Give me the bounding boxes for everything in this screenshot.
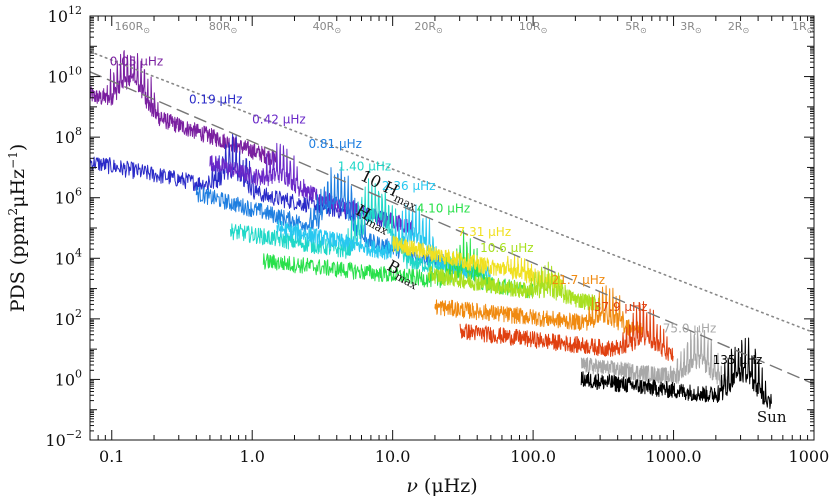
- y-tick-label: 102: [55, 307, 82, 329]
- x-tick-label: 100.0: [510, 447, 556, 466]
- axes-group: 0.1 1.0 10.0 100.0 1000.0 10000 10−2 100 102 104 1…: [6, 4, 829, 497]
- y-tick-label: 100: [55, 367, 82, 389]
- series-curve-37-9-hz: [459, 301, 674, 362]
- y-tick-label: 104: [55, 246, 82, 268]
- y-tick-label: 1010: [48, 65, 82, 87]
- x-axis-title: ν (μHz): [406, 475, 477, 497]
- series-curve-0-05-hz: [90, 50, 278, 166]
- series-curve-21-7-hz: [434, 285, 643, 337]
- x-tick-label: 1.0: [239, 447, 264, 466]
- top-radius-label: 80R⊙: [209, 20, 237, 35]
- series-label-7-31-hz: 7.31 μHz: [458, 225, 512, 239]
- series-label-2-36-hz: 2.36 μHz: [382, 179, 436, 193]
- series-label-37-9-hz: 37.9 μHz: [594, 300, 648, 314]
- series-label-0-42-hz: 0.42 μHz: [252, 113, 306, 127]
- envelope-lines-group: [90, 50, 814, 385]
- top-radius-label: 160R⊙: [115, 20, 150, 35]
- series-label-4-10-hz: 4.10 μHz: [417, 202, 471, 216]
- y-tick-label: 1012: [48, 4, 82, 26]
- envelope-line-h-max: [90, 71, 814, 385]
- top-radius-label: 20R⊙: [414, 20, 442, 35]
- series-label-0-19-hz: 0.19 μHz: [189, 92, 243, 106]
- series-label-10-6-hz: 10.6 μHz: [480, 241, 534, 255]
- y-axis-title: PDS (ppm2μHz−1): [6, 144, 29, 313]
- series-label-0-81-hz: 0.81 μHz: [308, 137, 362, 151]
- top-radius-label: 3R⊙: [680, 20, 701, 35]
- top-radius-label: 10R⊙: [519, 20, 547, 35]
- x-tick-label: 10000: [789, 447, 829, 466]
- series-label-75-0-hz: 75.0 μHz: [663, 322, 717, 336]
- top-radius-label: 5R⊙: [625, 20, 646, 35]
- x-tick-label: 10.0: [375, 447, 411, 466]
- series-curve-2-36-hz: [276, 204, 492, 280]
- top-radius-label: 2R⊙: [728, 20, 749, 35]
- series-curve-135-hz: [580, 337, 773, 410]
- annotation-labels-group: 160R⊙ 80R⊙ 40R⊙ 20R⊙ 10R⊙ 5R⊙ 3R⊙ 2R⊙ 1R⊙ 0.05 μH…: [110, 20, 814, 426]
- series-label-0-05-hz: 0.05 μHz: [110, 55, 164, 69]
- x-tick-label: 1000.0: [646, 447, 702, 466]
- y-tick-label: 106: [55, 186, 82, 208]
- y-tick-label: 10−2: [45, 428, 82, 450]
- y-tick-label: 108: [55, 125, 82, 147]
- top-radius-label: 40R⊙: [313, 20, 341, 35]
- top-radius-label: 1R⊙: [792, 20, 813, 35]
- series-curve-10-6-hz: [428, 261, 601, 312]
- series-curve-0-81-hz: [195, 166, 461, 276]
- sun-label: Sun: [757, 408, 787, 426]
- series-curves-group: [90, 50, 773, 410]
- series-label-135-hz: 135 μHz: [713, 353, 763, 367]
- series-curve-75-0-hz: [580, 327, 730, 392]
- series-curve-7-31-hz: [392, 235, 563, 292]
- series-curve-1-40-hz: [229, 178, 478, 281]
- series-label-21-7-hz: 21.7 μHz: [552, 273, 606, 287]
- x-tick-label: 0.1: [99, 447, 124, 466]
- series-label-1-40-hz: 1.40 μHz: [338, 159, 392, 173]
